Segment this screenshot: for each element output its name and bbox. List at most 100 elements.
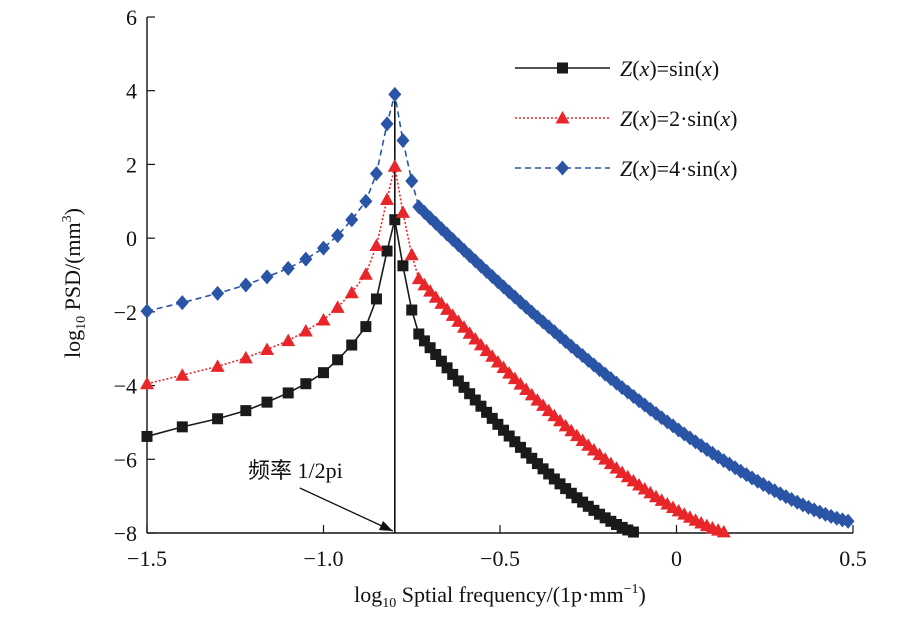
data-point-marker — [548, 473, 560, 485]
data-point-marker — [531, 458, 543, 470]
y-axis-title: log10 PSD/(mm3) — [60, 208, 89, 358]
series-3 — [140, 86, 855, 529]
y-tick-label: −6 — [114, 447, 137, 472]
data-point-marker — [456, 320, 471, 333]
data-point-marker — [430, 348, 442, 360]
data-point-marker — [211, 285, 225, 301]
data-point-marker — [345, 212, 359, 228]
data-point-marker — [479, 343, 494, 357]
data-point-marker — [520, 447, 532, 459]
data-point-marker — [468, 332, 483, 345]
legend-label-part: x — [639, 106, 650, 131]
x-tick-label: 0.5 — [839, 546, 867, 571]
legend-label-part: ( — [632, 106, 639, 131]
data-point-marker — [509, 436, 521, 448]
data-point-marker — [841, 513, 855, 529]
data-point-marker — [577, 496, 589, 508]
data-point-marker — [369, 238, 384, 252]
data-point-marker — [316, 312, 331, 326]
data-point-marker — [554, 478, 566, 490]
data-point-marker — [571, 492, 583, 504]
series-2 — [140, 159, 731, 538]
legend-label-part: x — [639, 56, 650, 81]
data-point-marker — [175, 368, 190, 381]
series-group — [140, 86, 855, 538]
legend-label: Z(x)=2·sin(x) — [620, 106, 738, 131]
data-point-marker — [212, 413, 224, 425]
axes-group: −8 −6 −4 −2 0 2 4 6 −1.5 −1.0 −0.5 0 0.5 — [114, 5, 867, 571]
data-point-marker — [359, 193, 373, 209]
axis-title-sub: 10 — [74, 316, 89, 330]
axis-title-suffix: ) — [638, 582, 645, 607]
data-point-marker — [318, 367, 329, 379]
data-point-marker — [599, 512, 611, 524]
legend-item-1: Z(x)=sin(x) — [515, 56, 719, 81]
data-point-marker — [434, 296, 449, 309]
data-point-marker — [418, 335, 430, 347]
data-point-marker — [424, 342, 436, 354]
legend-label-part: ) — [712, 56, 719, 81]
data-point-marker — [473, 337, 488, 351]
x-tick-label: −0.5 — [480, 546, 520, 571]
data-point-marker — [485, 349, 500, 362]
legend-label-part: x — [719, 156, 730, 181]
y-tick-label: 0 — [126, 226, 137, 251]
data-point-marker — [464, 388, 476, 400]
data-point-marker — [451, 314, 466, 327]
data-point-marker — [389, 214, 401, 226]
x-tick-label: 0 — [671, 546, 682, 571]
data-point-marker — [441, 362, 453, 374]
data-point-marker — [140, 303, 154, 319]
axis-title-sup: 3 — [60, 215, 75, 222]
data-point-marker — [240, 405, 252, 417]
data-point-marker — [428, 290, 443, 303]
data-point-marker — [492, 418, 504, 430]
data-point-marker — [358, 267, 373, 280]
data-point-marker — [298, 324, 313, 337]
data-point-marker — [176, 421, 188, 433]
annotation-arrow-line — [299, 487, 394, 532]
data-point-marker — [141, 430, 153, 442]
data-point-marker — [469, 394, 481, 406]
legend-label: Z(x)=4·sin(x) — [620, 156, 738, 181]
data-point-marker — [716, 524, 731, 538]
data-point-marker — [537, 463, 549, 475]
legend-label-part: Z — [620, 56, 633, 81]
data-point-marker — [261, 396, 273, 408]
data-point-marker — [435, 355, 447, 367]
legend-label-part: )=2·sin( — [649, 106, 720, 131]
data-point-marker — [490, 354, 505, 368]
data-point-marker — [440, 302, 455, 315]
data-point-marker — [622, 524, 634, 536]
data-point-marker — [514, 441, 526, 453]
legend-item-3: Z(x)=4·sin(x) — [515, 156, 738, 181]
data-point-marker — [458, 381, 470, 393]
data-point-marker — [330, 300, 345, 313]
data-point-marker — [370, 293, 382, 305]
legend-marker — [557, 62, 568, 74]
data-point-marker — [380, 192, 395, 205]
y-tick-label: 6 — [126, 5, 137, 30]
legend-label-part: )=4·sin( — [649, 156, 720, 181]
axis-title-text: Sptial frequency/(1p·mm — [396, 582, 623, 607]
data-point-marker — [475, 400, 487, 412]
data-point-marker — [588, 504, 600, 516]
data-point-marker — [452, 375, 464, 387]
data-point-marker — [447, 368, 459, 380]
axis-title-prefix: log — [60, 330, 85, 358]
data-point-marker — [396, 132, 410, 148]
data-point-marker — [411, 271, 426, 285]
legend-label: Z(x)=sin(x) — [620, 56, 719, 81]
y-tick-label: −2 — [114, 300, 137, 325]
data-point-marker — [423, 284, 438, 297]
annotation-arrow-head — [378, 521, 393, 531]
data-point-marker — [397, 260, 409, 272]
data-point-marker — [387, 159, 402, 172]
data-point-marker — [605, 515, 617, 527]
data-point-marker — [281, 260, 295, 276]
data-point-marker — [281, 333, 296, 347]
data-point-marker — [300, 378, 312, 390]
data-point-marker — [406, 304, 418, 316]
data-point-marker — [331, 228, 345, 244]
data-point-marker — [616, 521, 628, 533]
